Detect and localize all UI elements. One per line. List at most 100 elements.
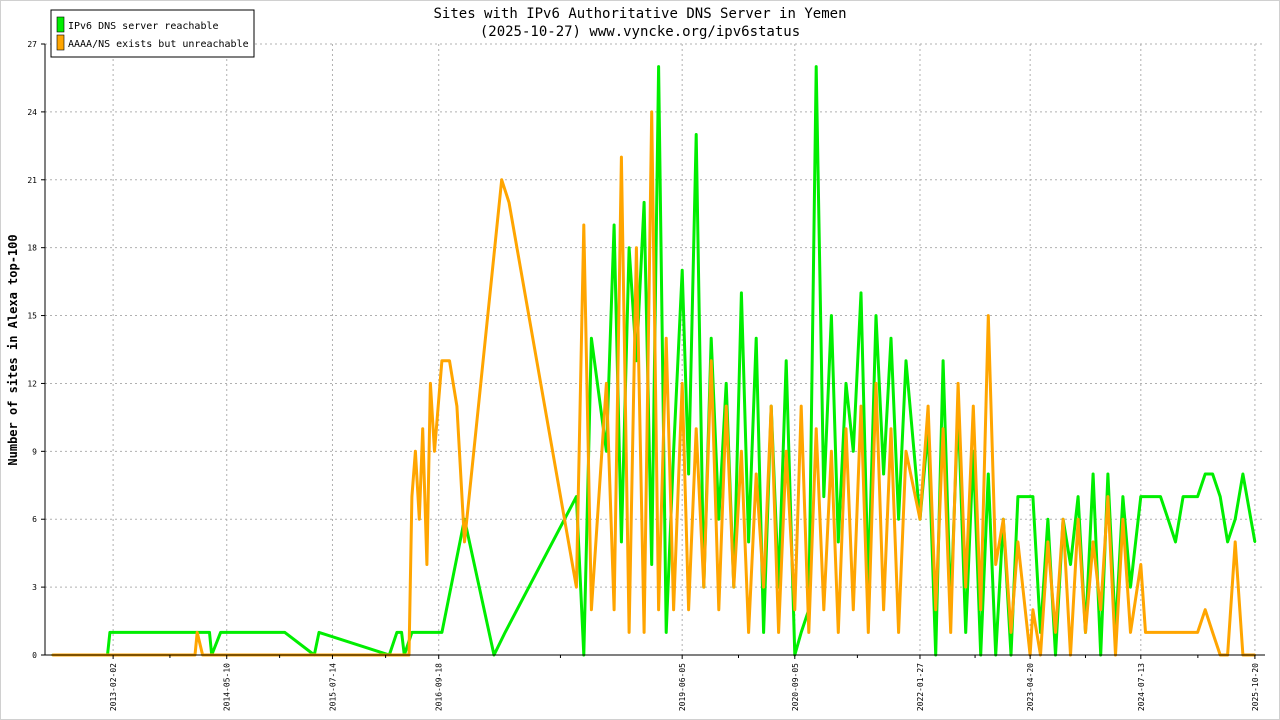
data-point — [987, 314, 990, 317]
data-point — [642, 201, 646, 204]
data-point — [1121, 518, 1125, 521]
data-point — [1016, 540, 1020, 544]
data-point — [926, 404, 930, 408]
data-point — [317, 631, 321, 634]
data-point — [710, 359, 713, 362]
x-tick-label: 2015-07-14 — [328, 663, 337, 711]
series-unreachable — [51, 110, 1257, 657]
data-point — [1211, 472, 1214, 476]
data-point — [1181, 631, 1185, 634]
data-point — [867, 631, 870, 634]
data-point — [1196, 495, 1199, 498]
data-point — [725, 382, 728, 385]
data-point — [956, 382, 960, 385]
y-tick-label: 12 — [27, 379, 37, 388]
data-point — [717, 518, 720, 521]
data-point — [1166, 518, 1170, 521]
data-point — [874, 314, 878, 317]
x-tick-label: 2022-01-27 — [916, 663, 925, 711]
data-point — [1196, 631, 1199, 634]
data-point — [889, 427, 893, 430]
data-point — [1189, 631, 1192, 634]
data-point — [620, 155, 623, 159]
data-point — [725, 404, 728, 408]
data-point — [755, 337, 758, 340]
data-point — [418, 518, 421, 521]
data-point — [1253, 540, 1257, 544]
data-point — [882, 472, 885, 476]
data-point — [1139, 563, 1143, 566]
y-tick-label: 6 — [32, 515, 37, 524]
data-point — [1099, 608, 1102, 611]
data-point — [627, 246, 631, 249]
data-point — [793, 608, 796, 611]
data-point — [1159, 631, 1162, 634]
data-point — [650, 563, 653, 566]
data-point — [635, 246, 638, 249]
data-point — [665, 631, 668, 634]
data-point — [590, 608, 593, 611]
data-point — [815, 65, 818, 68]
data-point — [934, 608, 937, 611]
data-point — [605, 450, 608, 453]
x-tick-label: 2016-09-18 — [435, 663, 444, 711]
data-point — [429, 382, 432, 385]
data-point — [1144, 631, 1147, 634]
y-tick-label: 3 — [32, 583, 37, 592]
y-tick-label: 0 — [32, 651, 37, 660]
data-point — [844, 382, 848, 385]
data-point — [421, 427, 424, 430]
data-point — [695, 133, 698, 136]
data-point — [1046, 540, 1050, 544]
data-point — [822, 608, 825, 611]
data-point — [1204, 608, 1207, 611]
data-point — [108, 631, 112, 634]
data-point — [747, 631, 750, 634]
data-point — [837, 540, 840, 544]
data-point — [582, 223, 585, 227]
data-point — [410, 495, 414, 498]
data-point — [822, 495, 825, 498]
data-point — [1121, 495, 1125, 498]
data-point — [1028, 495, 1032, 498]
data-point — [448, 359, 451, 362]
data-point — [1241, 472, 1245, 476]
data-point — [1151, 631, 1155, 634]
data-point — [1234, 540, 1237, 544]
y-tick-label: 27 — [27, 40, 37, 49]
data-point — [1174, 540, 1177, 544]
data-point — [440, 631, 444, 634]
data-point — [702, 585, 705, 589]
data-point — [941, 359, 945, 362]
data-point — [1159, 495, 1162, 498]
data-point — [657, 65, 660, 68]
legend-label-reachable: IPv6 DNS server reachable — [68, 21, 219, 32]
x-tick-label: 2025-10-20 — [1251, 663, 1260, 711]
data-point — [687, 472, 690, 476]
legend-label-unreachable: AAAA/NS exists but unreachable — [68, 39, 249, 50]
data-point — [785, 450, 788, 453]
x-tick-label: 2020-09-05 — [791, 663, 800, 711]
data-point — [979, 608, 982, 611]
data-point — [770, 404, 773, 408]
data-point — [1234, 518, 1237, 521]
axes: 0 3 6 9 12 15 18 21 24 27 2013-02-02 2014-05-10 2015… — [27, 40, 1265, 711]
data-point — [904, 450, 908, 453]
data-point — [500, 178, 503, 181]
data-point — [1091, 472, 1095, 476]
data-point — [681, 382, 684, 385]
data-point — [455, 404, 459, 408]
data-point — [904, 359, 908, 362]
data-point — [800, 631, 803, 634]
data-point — [440, 359, 444, 362]
data-point — [414, 450, 417, 453]
data-point — [1129, 585, 1132, 589]
data-point — [425, 563, 429, 566]
data-point — [964, 631, 967, 634]
data-point — [830, 450, 833, 453]
legend-swatch-unreachable — [56, 34, 65, 51]
data-point — [503, 631, 507, 634]
data-point — [949, 631, 952, 634]
data-point — [732, 585, 735, 589]
